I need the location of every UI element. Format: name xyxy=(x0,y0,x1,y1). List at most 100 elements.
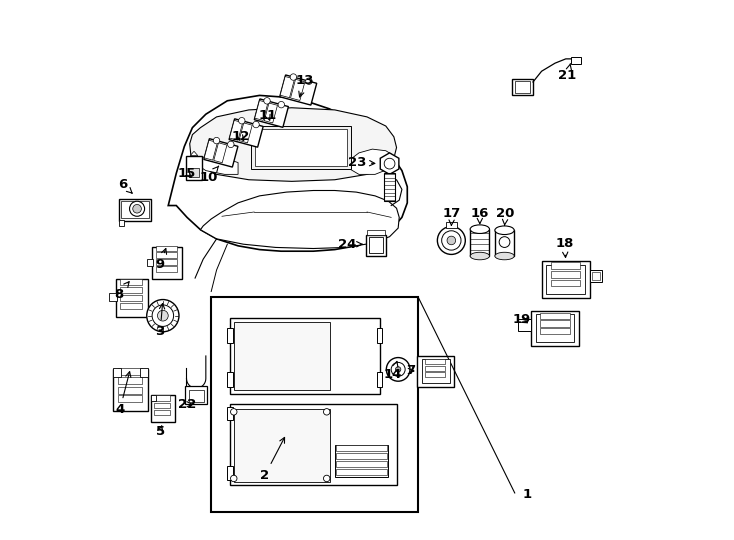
Bar xyxy=(531,312,579,346)
Text: 9: 9 xyxy=(156,248,167,271)
Bar xyxy=(154,403,170,408)
Bar xyxy=(120,303,142,309)
Bar xyxy=(154,395,170,401)
Circle shape xyxy=(230,475,237,482)
Bar xyxy=(252,126,351,169)
Bar xyxy=(156,246,177,251)
Circle shape xyxy=(264,98,270,104)
Ellipse shape xyxy=(495,226,515,234)
Bar xyxy=(117,395,142,402)
Text: 1: 1 xyxy=(523,488,532,501)
Bar xyxy=(154,410,170,415)
Bar xyxy=(156,259,177,265)
Bar xyxy=(546,265,585,294)
Text: 24: 24 xyxy=(338,238,362,251)
Bar xyxy=(512,79,533,96)
Bar xyxy=(335,444,388,477)
Bar xyxy=(384,173,395,201)
Bar xyxy=(228,372,233,387)
Bar xyxy=(119,219,124,226)
Text: 7: 7 xyxy=(406,364,415,377)
Polygon shape xyxy=(229,119,264,147)
Circle shape xyxy=(133,205,142,213)
Text: 13: 13 xyxy=(296,75,314,97)
Bar xyxy=(120,287,142,293)
Bar xyxy=(446,222,457,227)
Bar xyxy=(151,395,156,401)
Bar xyxy=(377,328,382,343)
Text: 18: 18 xyxy=(556,237,574,258)
Bar xyxy=(542,261,590,298)
Circle shape xyxy=(384,158,395,169)
Text: 15: 15 xyxy=(178,167,196,180)
Text: 6: 6 xyxy=(118,178,132,193)
Circle shape xyxy=(442,231,461,250)
Bar xyxy=(186,156,202,180)
Bar xyxy=(336,461,387,467)
Ellipse shape xyxy=(470,252,490,260)
Polygon shape xyxy=(168,96,407,251)
Circle shape xyxy=(278,102,285,108)
Text: 11: 11 xyxy=(258,109,277,122)
Circle shape xyxy=(147,300,179,332)
Polygon shape xyxy=(214,143,227,163)
Bar xyxy=(367,230,385,234)
Text: 5: 5 xyxy=(156,424,164,437)
Bar xyxy=(425,366,446,371)
Bar xyxy=(377,372,382,387)
Text: 20: 20 xyxy=(496,207,515,225)
Circle shape xyxy=(437,226,465,254)
Circle shape xyxy=(239,118,245,124)
Bar xyxy=(120,295,142,301)
Text: 10: 10 xyxy=(200,166,219,184)
Bar xyxy=(336,444,387,451)
Text: 17: 17 xyxy=(443,207,461,226)
Polygon shape xyxy=(197,156,238,174)
Bar xyxy=(369,237,383,253)
Ellipse shape xyxy=(470,225,490,233)
Text: 14: 14 xyxy=(384,361,402,381)
Bar xyxy=(140,368,148,377)
Bar xyxy=(540,321,570,327)
Text: 23: 23 xyxy=(348,156,375,169)
Polygon shape xyxy=(200,191,399,248)
Bar xyxy=(189,390,203,402)
Bar xyxy=(418,356,454,387)
Text: 2: 2 xyxy=(261,437,285,482)
Circle shape xyxy=(499,237,510,247)
Bar xyxy=(147,259,153,266)
Bar xyxy=(119,199,151,220)
Bar xyxy=(211,297,418,512)
Bar xyxy=(536,314,575,342)
Ellipse shape xyxy=(495,252,515,260)
Bar xyxy=(120,279,142,285)
Bar xyxy=(189,168,199,177)
Circle shape xyxy=(396,367,401,372)
Bar xyxy=(156,266,177,272)
Bar xyxy=(550,262,581,269)
Bar xyxy=(571,57,581,64)
Bar xyxy=(590,270,602,282)
Circle shape xyxy=(324,475,330,482)
Bar xyxy=(336,469,387,475)
Polygon shape xyxy=(254,99,288,127)
Bar xyxy=(233,409,330,482)
Circle shape xyxy=(324,409,330,415)
Bar xyxy=(115,279,148,318)
Bar xyxy=(109,293,117,301)
Circle shape xyxy=(290,74,297,80)
Circle shape xyxy=(228,141,234,147)
Circle shape xyxy=(152,305,174,326)
Polygon shape xyxy=(350,149,393,174)
Polygon shape xyxy=(204,139,238,167)
Bar xyxy=(186,386,207,404)
Bar xyxy=(470,229,490,256)
Bar xyxy=(152,247,182,279)
Polygon shape xyxy=(280,75,317,105)
Bar xyxy=(117,387,142,394)
Bar xyxy=(592,272,600,280)
Polygon shape xyxy=(239,123,252,143)
Circle shape xyxy=(158,310,168,321)
Polygon shape xyxy=(190,151,197,156)
Bar xyxy=(151,395,175,422)
